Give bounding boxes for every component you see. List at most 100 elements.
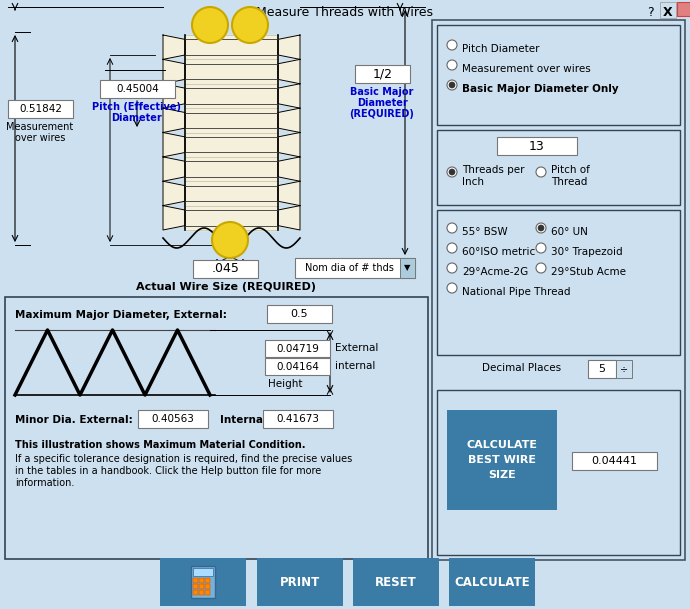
Circle shape [536,263,546,273]
Polygon shape [278,35,300,59]
FancyBboxPatch shape [191,566,215,598]
FancyBboxPatch shape [616,360,632,378]
FancyBboxPatch shape [677,2,690,16]
Polygon shape [163,133,185,157]
Text: information.: information. [15,478,75,488]
Polygon shape [278,108,300,133]
Polygon shape [278,157,300,181]
FancyBboxPatch shape [449,558,535,606]
FancyBboxPatch shape [400,258,415,278]
Text: Threads per
Inch: Threads per Inch [462,165,524,187]
Circle shape [447,263,457,273]
Circle shape [212,222,248,258]
FancyBboxPatch shape [353,558,439,606]
Circle shape [447,283,457,293]
FancyBboxPatch shape [205,578,210,583]
Text: CALCULATE: CALCULATE [454,576,530,588]
Text: Basic Major: Basic Major [351,87,414,97]
Text: 0.40563: 0.40563 [152,414,195,424]
FancyBboxPatch shape [193,578,198,583]
FancyBboxPatch shape [193,260,258,278]
Text: 29°Stub Acme: 29°Stub Acme [551,267,626,277]
Polygon shape [278,206,300,230]
Circle shape [447,60,457,70]
Text: Measure Threads with Wires: Measure Threads with Wires [257,5,433,18]
FancyBboxPatch shape [572,452,657,470]
Text: (REQUIRED): (REQUIRED) [350,109,415,119]
FancyBboxPatch shape [432,20,685,560]
Circle shape [536,223,546,233]
FancyBboxPatch shape [205,590,210,595]
FancyBboxPatch shape [160,558,246,606]
Circle shape [538,225,544,231]
Text: Basic Major Diameter Only: Basic Major Diameter Only [462,84,619,94]
Text: 0.5: 0.5 [290,309,308,319]
Polygon shape [163,181,185,206]
Text: internal: internal [335,361,375,371]
Circle shape [536,243,546,253]
Circle shape [447,223,457,233]
Polygon shape [185,35,278,230]
Polygon shape [163,157,185,181]
Text: National Pipe Thread: National Pipe Thread [462,287,571,297]
FancyBboxPatch shape [265,358,330,375]
Text: 5: 5 [598,364,606,374]
Circle shape [447,167,457,177]
Text: Minor Dia. External:: Minor Dia. External: [15,415,132,425]
FancyBboxPatch shape [437,390,680,555]
FancyBboxPatch shape [497,137,577,155]
Text: 0.04719: 0.04719 [276,343,319,353]
FancyBboxPatch shape [138,410,208,428]
Text: If a specific tolerance designation is required, find the precise values: If a specific tolerance designation is r… [15,454,353,464]
FancyBboxPatch shape [660,2,676,18]
Polygon shape [278,84,300,108]
Text: Internal:: Internal: [220,415,270,425]
Text: 55° BSW: 55° BSW [462,227,508,237]
FancyBboxPatch shape [257,558,343,606]
FancyBboxPatch shape [8,100,73,118]
Text: Nom dia of # thds: Nom dia of # thds [305,263,394,273]
Text: 60° UN: 60° UN [551,227,588,237]
Circle shape [447,243,457,253]
Polygon shape [163,84,185,108]
Text: in the tables in a handbook. Click the Help button file for more: in the tables in a handbook. Click the H… [15,466,322,476]
FancyBboxPatch shape [193,584,198,589]
Polygon shape [163,35,185,59]
Circle shape [447,40,457,50]
Text: 30° Trapezoid: 30° Trapezoid [551,247,622,257]
Text: 13: 13 [529,139,545,152]
Circle shape [536,167,546,177]
Text: 0.51842: 0.51842 [19,104,62,114]
FancyBboxPatch shape [193,568,213,576]
Text: 60°ISO metric: 60°ISO metric [462,247,535,257]
Text: 29°Acme-2G: 29°Acme-2G [462,267,529,277]
Text: Diameter: Diameter [357,98,407,108]
FancyBboxPatch shape [437,210,680,355]
FancyBboxPatch shape [265,340,330,357]
Polygon shape [163,59,185,84]
Text: Measurement: Measurement [6,122,74,132]
FancyBboxPatch shape [193,590,198,595]
Text: Decimal Places: Decimal Places [482,363,561,373]
Text: This illustration shows Maximum Material Condition.: This illustration shows Maximum Material… [15,440,306,450]
FancyBboxPatch shape [199,584,204,589]
Text: ÷: ÷ [620,364,628,374]
Text: Diameter: Diameter [112,113,162,123]
Text: Pitch (Effective): Pitch (Effective) [92,102,181,112]
FancyBboxPatch shape [447,410,557,510]
Circle shape [447,80,457,90]
Text: RESET: RESET [375,576,417,588]
Text: 0.04164: 0.04164 [276,362,319,371]
FancyBboxPatch shape [5,297,428,559]
Text: ▼: ▼ [404,264,411,272]
Text: SIZE: SIZE [488,470,516,480]
Text: Actual Wire Size (REQUIRED): Actual Wire Size (REQUIRED) [136,282,316,292]
Circle shape [449,82,455,88]
Text: ?: ? [647,5,653,18]
Text: BEST WIRE: BEST WIRE [468,455,536,465]
FancyBboxPatch shape [199,578,204,583]
Text: 0.04441: 0.04441 [591,456,638,466]
FancyBboxPatch shape [437,25,680,125]
Text: X: X [663,5,673,18]
Polygon shape [163,108,185,133]
